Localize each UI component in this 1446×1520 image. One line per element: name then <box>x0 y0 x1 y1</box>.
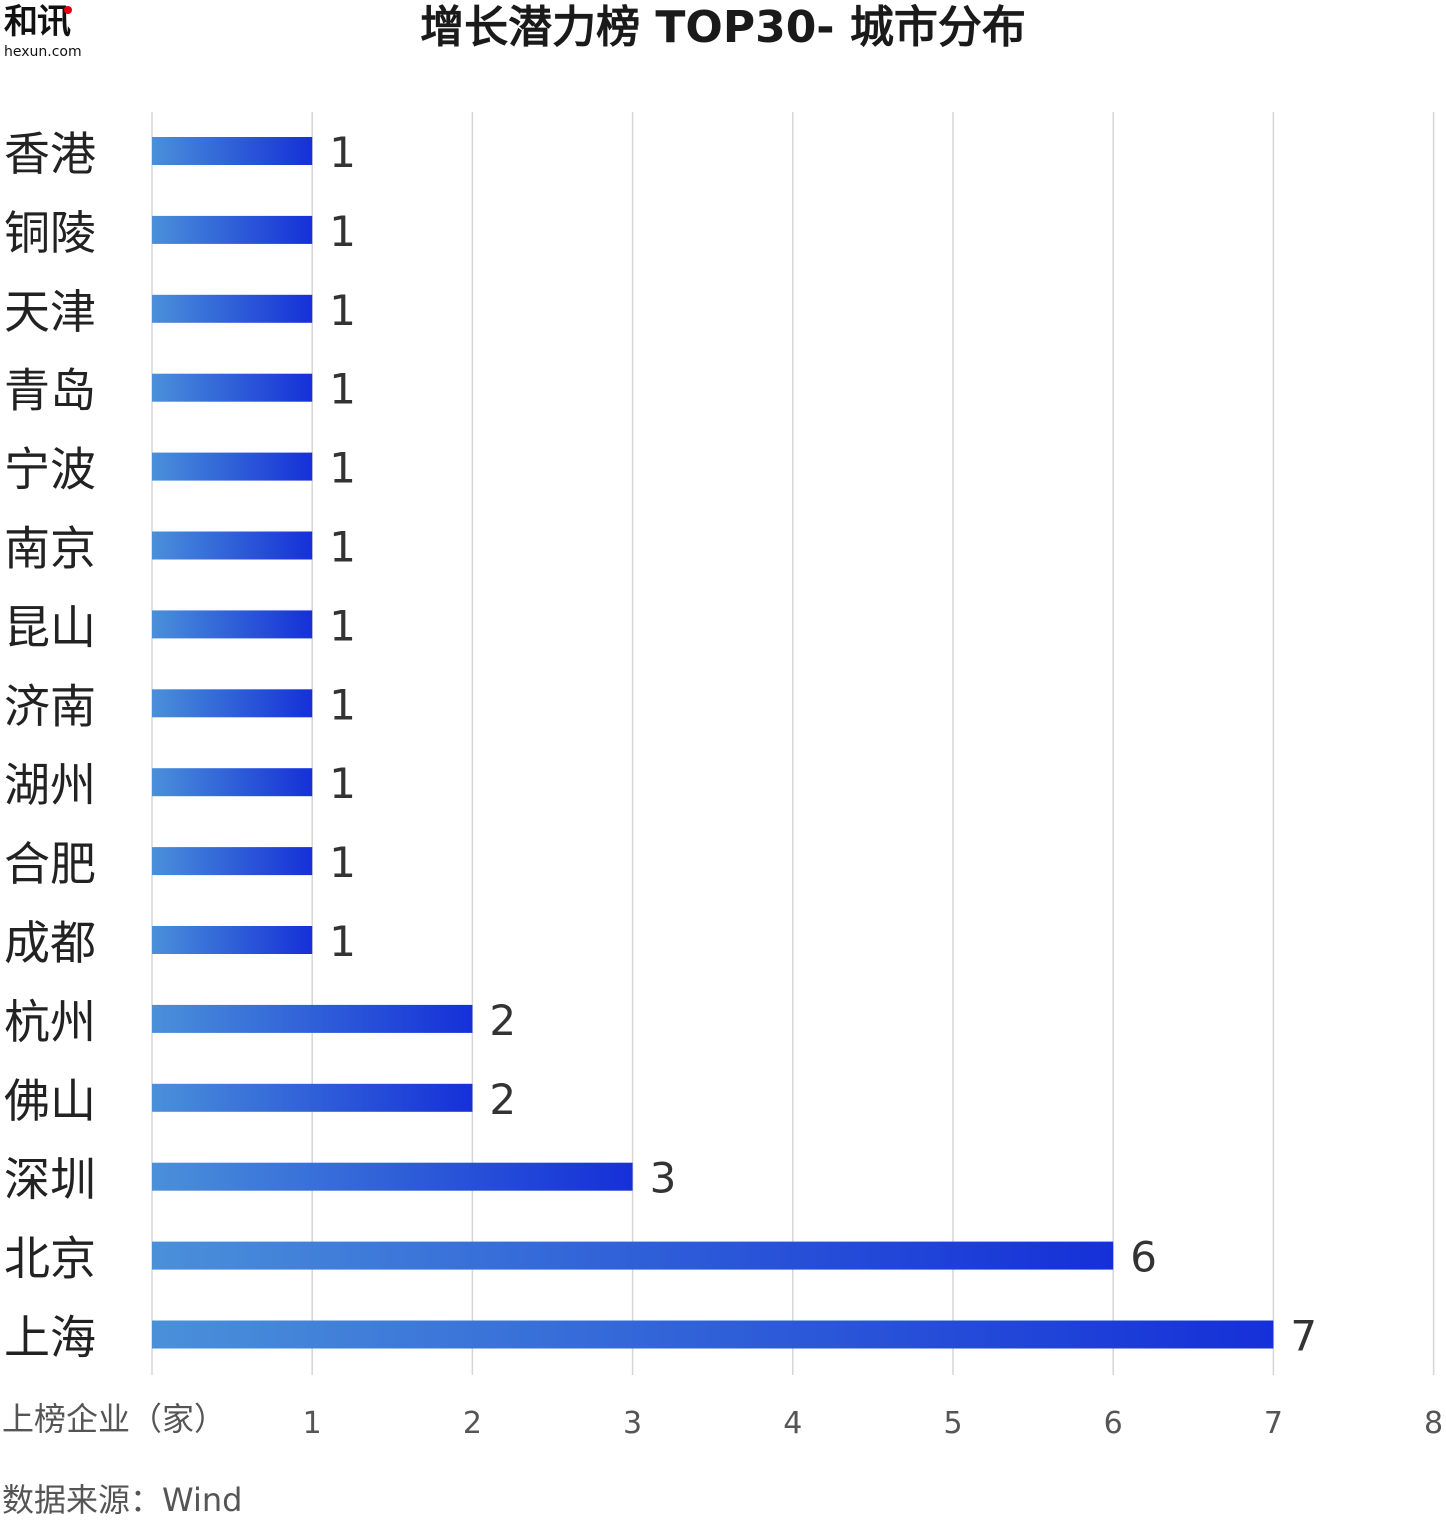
category-label: 深圳 <box>4 1153 96 1207</box>
value-label: 1 <box>329 207 356 256</box>
category-label: 佛山 <box>4 1074 96 1128</box>
bar <box>152 1241 1114 1270</box>
value-label: 1 <box>329 365 356 414</box>
category-label: 南京 <box>4 522 96 576</box>
x-axis-title: 上榜企业（家） <box>2 1400 226 1438</box>
x-tick-label: 2 <box>463 1406 482 1441</box>
bar <box>152 610 313 639</box>
bar <box>152 1004 473 1033</box>
hexun-logo: 和讯 hexun.com <box>4 2 94 64</box>
value-label: 1 <box>329 680 356 729</box>
value-label: 6 <box>1130 1233 1157 1282</box>
logo-mark: 和讯 <box>4 2 71 42</box>
value-label: 1 <box>329 286 356 335</box>
x-tick-label: 1 <box>303 1406 322 1441</box>
value-label: 2 <box>489 1075 516 1124</box>
bar <box>152 531 313 560</box>
data-source: 数据来源：Wind <box>2 1481 243 1519</box>
category-label: 上海 <box>4 1311 96 1365</box>
bar <box>152 137 313 165</box>
value-label: 1 <box>329 523 356 572</box>
bar <box>152 926 313 954</box>
value-label: 1 <box>329 601 356 650</box>
x-tick-label: 7 <box>1264 1406 1283 1441</box>
bar <box>152 294 313 323</box>
x-tick-label: 4 <box>783 1406 802 1441</box>
bars <box>152 137 1274 1349</box>
x-tick-label: 6 <box>1104 1406 1123 1441</box>
value-labels: 1 1 1 1 1 1 1 1 1 1 1 2 2 3 6 7 <box>329 128 1317 1361</box>
category-label: 铜陵 <box>4 206 96 260</box>
value-label: 1 <box>329 128 356 177</box>
category-label: 合肥 <box>4 837 96 891</box>
logo-url: hexun.com <box>4 44 82 60</box>
value-label: 1 <box>329 759 356 808</box>
value-label: 1 <box>329 838 356 887</box>
x-tick-label: 3 <box>623 1406 642 1441</box>
category-label: 济南 <box>4 679 96 733</box>
bar <box>152 847 313 876</box>
logo-dot-icon <box>64 6 72 14</box>
category-label: 宁波 <box>4 443 96 497</box>
bar <box>152 1320 1274 1349</box>
category-label: 天津 <box>4 285 96 339</box>
chart-title: 增长潜力榜 TOP30- 城市分布 <box>420 2 1026 53</box>
bar <box>152 373 313 402</box>
category-label: 杭州 <box>4 995 96 1049</box>
bar <box>152 1162 633 1191</box>
bar <box>152 689 313 718</box>
bar <box>152 1083 473 1112</box>
value-label: 1 <box>329 444 356 493</box>
x-axis-ticks: 1 2 3 4 5 6 7 8 <box>303 1406 1443 1441</box>
category-label: 湖州 <box>4 758 96 812</box>
category-label: 成都 <box>4 916 96 970</box>
x-tick-label: 5 <box>943 1406 962 1441</box>
x-tick-label: 8 <box>1424 1406 1443 1441</box>
value-label: 3 <box>650 1154 677 1203</box>
value-label: 7 <box>1290 1312 1317 1361</box>
bar <box>152 768 313 797</box>
category-label: 北京 <box>4 1232 96 1286</box>
bar <box>152 215 313 244</box>
bar <box>152 452 313 481</box>
category-label: 香港 <box>4 127 96 181</box>
category-label: 青岛 <box>4 364 96 418</box>
value-label: 2 <box>489 996 516 1045</box>
category-label: 昆山 <box>4 600 96 654</box>
value-label: 1 <box>329 917 356 966</box>
